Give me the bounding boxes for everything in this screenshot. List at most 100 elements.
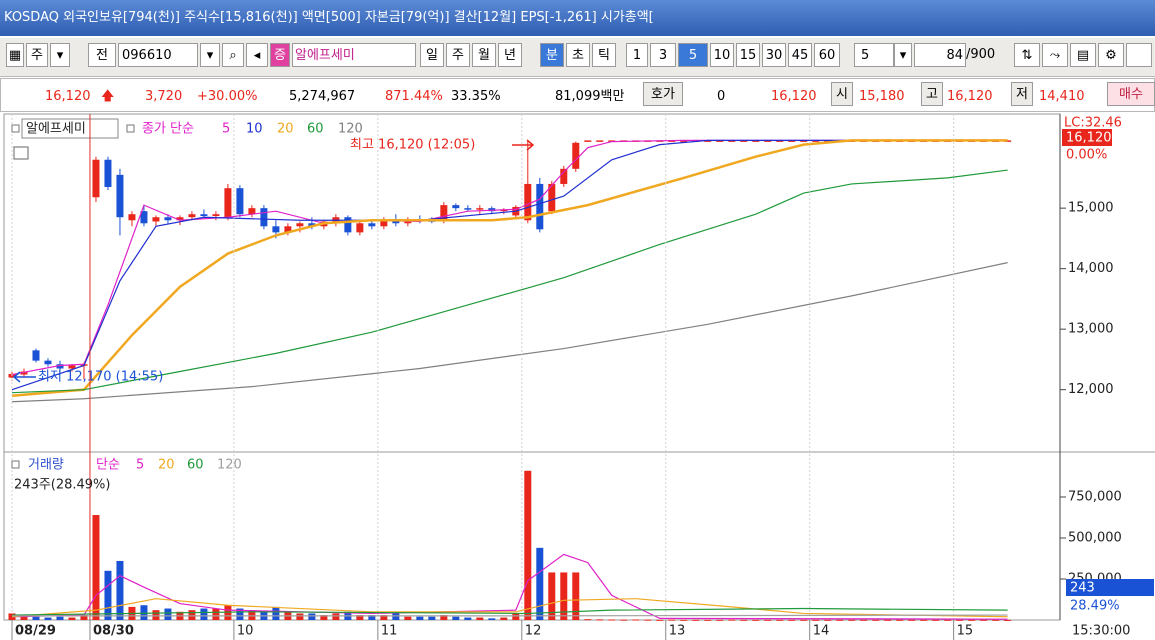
candle-body bbox=[488, 208, 496, 212]
count-total: /900 bbox=[966, 47, 996, 62]
arrow bbox=[512, 139, 535, 151]
period-button[interactable]: 초 bbox=[566, 43, 590, 67]
search[interactable]: ⌕ bbox=[222, 43, 244, 67]
price-box-label: 16,120 bbox=[1066, 131, 1112, 146]
candle-body bbox=[260, 208, 268, 227]
x-tick-label: 13 bbox=[669, 624, 686, 639]
volume-box bbox=[1066, 579, 1154, 596]
candle-body bbox=[248, 208, 256, 215]
open-price: 15,180 bbox=[859, 89, 905, 104]
candle-body bbox=[392, 220, 400, 224]
low-price: 14,410 bbox=[1039, 89, 1085, 104]
icon[interactable]: ▦ bbox=[6, 43, 24, 67]
interval-button[interactable]: 45 bbox=[788, 43, 812, 67]
period-button[interactable]: 일 bbox=[420, 43, 444, 67]
x-tick-label: 08/30 bbox=[93, 624, 134, 639]
candle-body bbox=[776, 140, 784, 142]
candle-body bbox=[524, 183, 532, 221]
volume-bar bbox=[584, 619, 592, 621]
market-cap: 81,099백만 bbox=[555, 89, 625, 104]
dropdown[interactable]: ▾ bbox=[50, 43, 70, 67]
icon[interactable]: ⚙ bbox=[1098, 43, 1124, 67]
volume-bar bbox=[884, 619, 892, 621]
volume-bar bbox=[680, 619, 688, 621]
annotation-high: 최고 16,120 (12:05) bbox=[350, 138, 475, 153]
x-tick-label: 10 bbox=[237, 624, 254, 639]
legend-item: 10 bbox=[246, 122, 263, 137]
period-button[interactable]: 년 bbox=[498, 43, 522, 67]
buy-button[interactable]: 매수 bbox=[1107, 82, 1155, 106]
candle-body bbox=[380, 220, 388, 227]
icon[interactable]: ⇅ bbox=[1014, 43, 1040, 67]
legend-item: 20 bbox=[277, 122, 294, 137]
grid-icon bbox=[13, 146, 29, 160]
volume-bar bbox=[548, 572, 556, 620]
count-input[interactable]: 84 bbox=[914, 43, 966, 67]
window-title: KOSDAQ 외국인보유[794(천)] 주식수[15,816(천)] 액면[5… bbox=[0, 0, 1155, 36]
up-arrow: 🡅 bbox=[101, 89, 115, 104]
ma-line bbox=[11, 553, 1008, 620]
candle-body bbox=[788, 140, 796, 142]
volume-bar bbox=[164, 608, 172, 620]
interval-button[interactable]: 30 bbox=[762, 43, 786, 67]
candle-body bbox=[140, 211, 148, 224]
candle-body bbox=[164, 217, 172, 221]
period-button[interactable]: 틱 bbox=[592, 43, 616, 67]
volume-bar bbox=[896, 619, 904, 621]
candle-body bbox=[104, 159, 112, 187]
candle-body bbox=[188, 214, 196, 218]
ratio-label: 28.49% bbox=[1070, 599, 1120, 614]
interval-button[interactable]: 60 bbox=[814, 43, 840, 67]
volume-bar bbox=[488, 618, 496, 620]
volume-bar bbox=[836, 619, 844, 621]
interval-button[interactable]: 15 bbox=[736, 43, 760, 67]
legend-item: 5 bbox=[136, 458, 144, 473]
volume-bar bbox=[620, 619, 628, 621]
candle-body bbox=[200, 214, 208, 217]
toolbar-button[interactable]: 주 bbox=[26, 43, 48, 67]
candle-body bbox=[176, 217, 184, 221]
sound[interactable]: ◂ bbox=[246, 43, 268, 67]
volume-bar bbox=[704, 619, 712, 621]
volume-bar bbox=[140, 605, 148, 620]
candle-body bbox=[452, 205, 460, 209]
icon[interactable]: ▤ bbox=[1070, 43, 1096, 67]
volume-bar bbox=[380, 615, 388, 620]
volume-bar bbox=[656, 619, 664, 621]
volume-bar bbox=[932, 619, 940, 621]
icon[interactable] bbox=[1126, 43, 1152, 67]
interval-input[interactable]: 5 bbox=[854, 43, 894, 67]
bid: 0 bbox=[717, 89, 726, 104]
name-input[interactable]: 알에프세미 bbox=[292, 43, 416, 67]
volume-bar bbox=[560, 572, 568, 620]
icon[interactable]: ⤳ bbox=[1042, 43, 1068, 67]
candle-body bbox=[716, 140, 724, 142]
code-input[interactable]: 096610 bbox=[118, 43, 198, 67]
dropdown[interactable]: ▾ bbox=[200, 43, 220, 67]
candle-body bbox=[356, 223, 364, 233]
y-tick-label: 750,000 bbox=[1068, 490, 1122, 505]
interval-button[interactable]: 10 bbox=[710, 43, 734, 67]
period-button[interactable]: 주 bbox=[446, 43, 470, 67]
dropdown[interactable]: ▾ bbox=[894, 43, 912, 67]
turnover: 33.35% bbox=[451, 89, 501, 104]
x-tick-label: 08/29 bbox=[15, 624, 56, 639]
candle-body bbox=[344, 217, 352, 233]
interval-button[interactable]: 1 bbox=[626, 43, 648, 67]
period-button[interactable]: 월 bbox=[472, 43, 496, 67]
y-tick-label: 13,000 bbox=[1068, 322, 1114, 337]
candle-body bbox=[56, 364, 64, 369]
period-button[interactable]: 분 bbox=[540, 43, 564, 67]
ma-line bbox=[11, 607, 1008, 616]
interval-button[interactable]: 5 bbox=[678, 43, 708, 67]
interval-button[interactable]: 3 bbox=[650, 43, 676, 67]
ma-line bbox=[11, 169, 1008, 394]
volume-bar bbox=[44, 617, 52, 620]
volume-bar bbox=[632, 619, 640, 621]
volume-bar bbox=[104, 570, 112, 620]
toolbar-button[interactable]: 전 bbox=[88, 43, 116, 67]
volume-bar bbox=[944, 619, 952, 621]
volume-bar bbox=[248, 610, 256, 620]
legend-marker bbox=[11, 124, 20, 133]
